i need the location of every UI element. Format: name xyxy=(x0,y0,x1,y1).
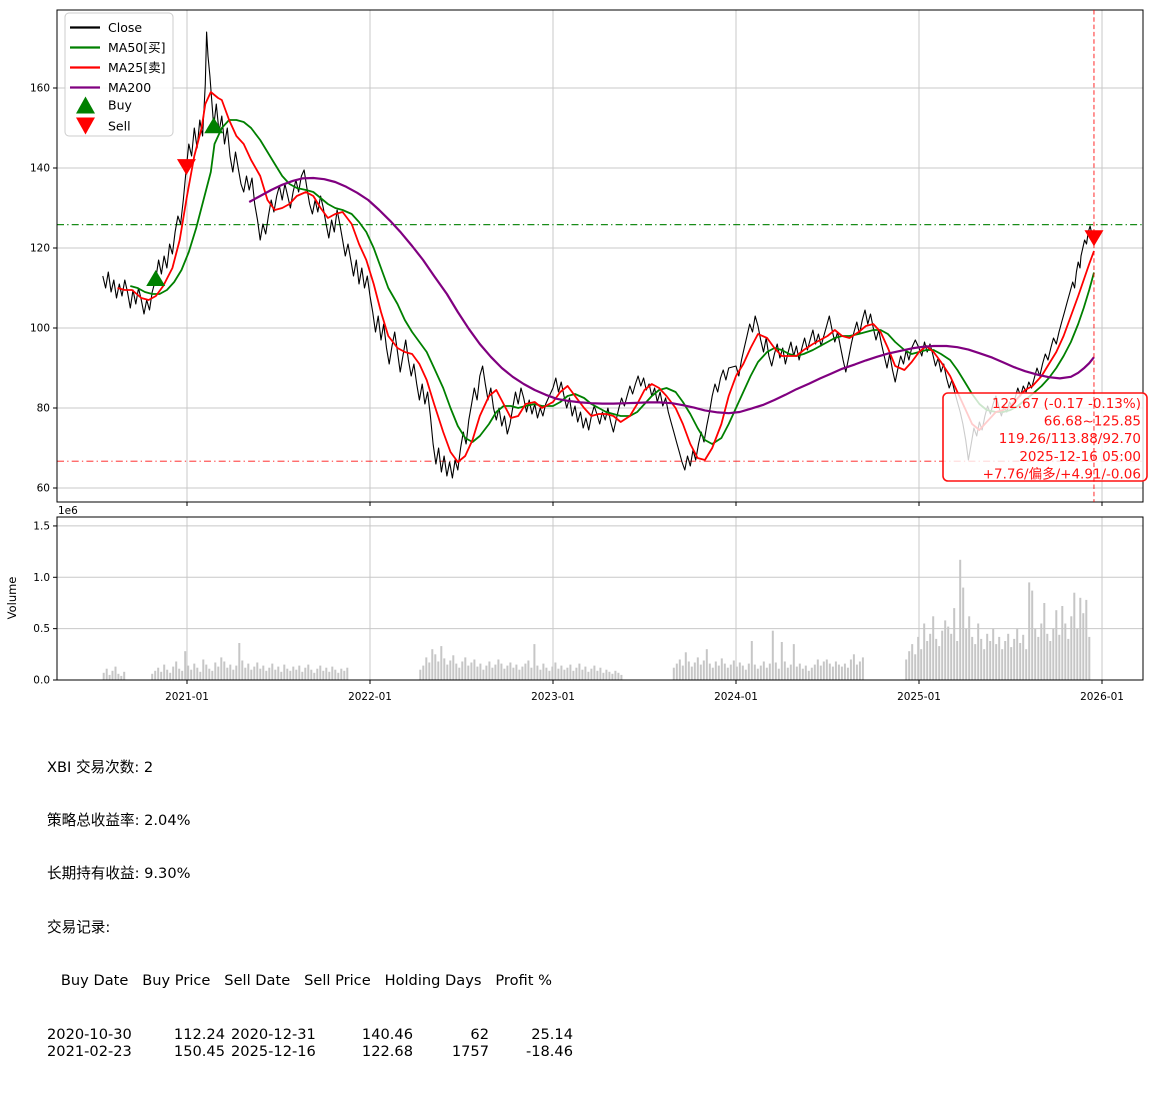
stats-trades-title: 交易记录: xyxy=(47,918,111,936)
quote-annotation-text: 122.67 (-0.17 -0.13%) 66.68~125.85119.26/… xyxy=(983,396,1141,482)
volume-axis-label: Volume xyxy=(5,577,19,620)
volume-panel-border xyxy=(56,516,1144,681)
annotation-line: +7.76/偏多/+4.91/-0.06 xyxy=(983,465,1141,482)
trade-cell: 25.14 xyxy=(531,1025,573,1043)
gridlines xyxy=(57,10,1143,680)
trade-cell: -18.46 xyxy=(525,1043,573,1061)
annotation-line: 119.26/113.88/92.70 xyxy=(999,431,1141,447)
trade-cell: 62 xyxy=(470,1025,489,1043)
legend-label: MA25[卖] xyxy=(108,60,166,75)
volume-offset-label: 1e6 xyxy=(58,505,78,517)
volume-tick-label: 1.5 xyxy=(33,521,50,533)
volume-bars xyxy=(102,559,1091,680)
legend-label: Close xyxy=(108,20,142,35)
trade-cell: 2020-12-31 xyxy=(231,1025,316,1043)
legend-label: Buy xyxy=(108,98,132,113)
trade-cell: 112.24 xyxy=(173,1025,225,1043)
trade-cell: 2021-02-23 xyxy=(47,1043,132,1061)
buy-triangle-icon xyxy=(146,270,166,287)
annotation-line: 66.68~125.85 xyxy=(1044,414,1141,430)
x-tick-label: 2023-01 xyxy=(531,691,575,703)
price-tick-label: 140 xyxy=(30,163,50,175)
trade-row: 2021-02-23 150.45 2025-12-16 122.68 1757 -18.… xyxy=(47,1043,573,1061)
legend-label: MA200 xyxy=(108,80,151,95)
close-line xyxy=(102,31,1095,479)
buy-markers xyxy=(146,117,224,287)
price-panel-border xyxy=(56,9,1144,503)
trades-table-header: Buy Date Buy Price Sell Date Sell Price … xyxy=(47,972,552,990)
trade-cell: 150.45 xyxy=(173,1043,225,1061)
annotation-line: 2025-12-16 05:00 xyxy=(1019,449,1141,465)
legend-label: MA50[买] xyxy=(108,40,166,55)
legend: Close MA50[买] MA25[卖] MA200 Buy Sell xyxy=(64,12,174,137)
price-tick-label: 120 xyxy=(30,243,50,255)
legend-buy-triangle-icon xyxy=(76,96,95,114)
trades-table: 2020-10-30 112.24 2020-12-31 140.46 62 25.14 2… xyxy=(47,1026,573,1062)
legend-label: Sell xyxy=(108,119,131,134)
trade-cell: 1757 xyxy=(451,1043,489,1061)
x-tick-label: 2022-01 xyxy=(348,691,392,703)
annotation-line: 122.67 (-0.17 -0.13%) xyxy=(992,396,1141,412)
price-tick-label: 60 xyxy=(37,483,50,495)
trade-cell: 140.46 xyxy=(361,1025,413,1043)
volume-tick-label: 1.0 xyxy=(33,572,50,584)
price-tick-label: 80 xyxy=(37,403,50,415)
volume-tick-label: 0.5 xyxy=(33,623,50,635)
axis-ticks: 60 80 100 120 140 160 0.0 0.5 1.0 1.5 2021-01 2022-… xyxy=(30,83,1124,703)
trade-cell: 2025-12-16 xyxy=(231,1043,316,1061)
stats-holding-return: 长期持有收益: 9.30% xyxy=(47,865,191,883)
price-tick-label: 100 xyxy=(30,323,50,335)
trade-row: 2020-10-30 112.24 2020-12-31 140.46 62 25.14 xyxy=(47,1026,573,1044)
x-tick-label: 2024-01 xyxy=(714,691,758,703)
ma50-line xyxy=(130,119,1095,445)
buy-triangle-icon xyxy=(204,117,224,134)
stats-trade-count: XBI 交易次数: 2 xyxy=(47,758,154,776)
ma200-line xyxy=(248,176,1095,415)
stats-strategy-return: 策略总收益率: 2.04% xyxy=(47,811,191,829)
sell-triangle-icon xyxy=(176,159,196,176)
volume-tick-label: 0.0 xyxy=(33,675,50,687)
legend-box xyxy=(64,12,174,137)
price-volume-chart: 60 80 100 120 140 160 0.0 0.5 1.0 1.5 2021-01 2022-… xyxy=(5,9,1148,703)
x-tick-label: 2021-01 xyxy=(165,691,209,703)
x-tick-label: 2025-01 xyxy=(897,691,941,703)
legend-sell-triangle-icon xyxy=(76,117,95,135)
trade-cell: 2020-10-30 xyxy=(47,1025,132,1043)
price-tick-label: 160 xyxy=(30,83,50,95)
trade-cell: 122.68 xyxy=(361,1043,413,1061)
strategy-stats: XBI 交易次数: 2 策略总收益率: 2.04% 长期持有收益: 9.30% … xyxy=(47,723,573,1097)
ma25-line xyxy=(117,91,1095,463)
x-tick-label: 2026-01 xyxy=(1080,691,1124,703)
quote-annotation-box xyxy=(942,392,1148,482)
